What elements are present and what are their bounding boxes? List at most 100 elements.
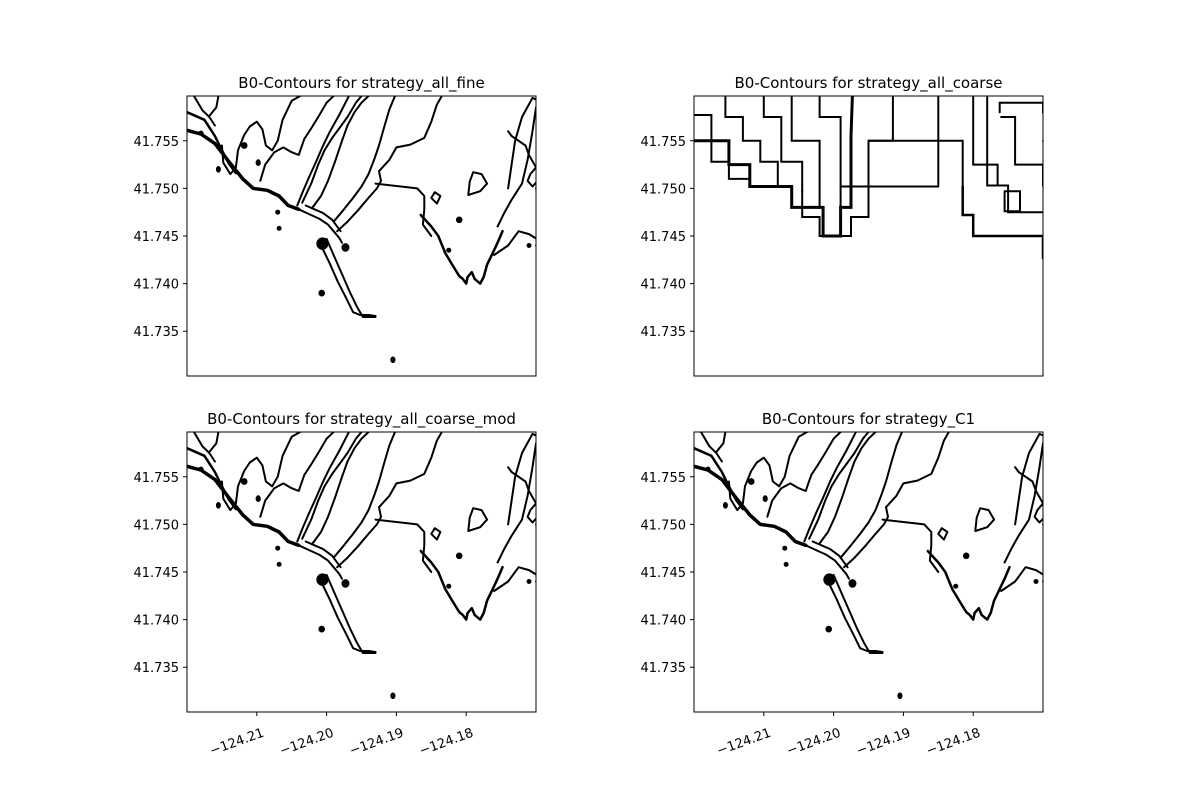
- contour-line: [220, 432, 302, 512]
- contour-line: [320, 580, 377, 653]
- contour-blob: [341, 579, 350, 588]
- contour-line: [208, 432, 220, 453]
- contour-line: [790, 96, 821, 209]
- contour-line: [801, 96, 894, 237]
- contour-blob: [762, 495, 768, 503]
- contour-line: [304, 540, 342, 569]
- contour-line: [867, 139, 964, 188]
- y-tick-label: 41.745: [641, 566, 687, 581]
- contour-line: [535, 580, 536, 583]
- contour-line: [998, 101, 1043, 114]
- contour-line: [535, 523, 536, 526]
- contour-line: [961, 185, 1043, 260]
- contour-line: [1042, 523, 1043, 526]
- y-tick-label: 41.740: [641, 614, 687, 629]
- contour-blob: [316, 573, 329, 586]
- panel-title: B0-Contours for strategy_all_coarse: [734, 74, 1002, 93]
- y-tick-label: 41.755: [134, 135, 180, 150]
- y-tick-label: 41.745: [134, 230, 180, 245]
- x-tick-label: −124.20: [785, 726, 843, 759]
- contour-line: [811, 540, 849, 569]
- y-tick-label: 41.740: [641, 278, 687, 293]
- contour-blob: [318, 289, 326, 297]
- contour-blob: [275, 209, 281, 215]
- y-tick-label: 41.735: [134, 325, 180, 340]
- contour-line: [419, 549, 504, 621]
- contour-blob: [318, 625, 326, 633]
- contour-line: [311, 432, 370, 545]
- y-tick-label: 41.755: [134, 471, 180, 486]
- contour-blob: [255, 159, 261, 167]
- contour-line: [296, 432, 350, 543]
- contour-line: [832, 573, 884, 654]
- contour-line: [535, 244, 536, 247]
- contour-line: [336, 432, 443, 569]
- y-tick-label: 41.735: [134, 661, 180, 676]
- contour-blob: [953, 583, 959, 589]
- contour-line: [1003, 190, 1021, 213]
- contour-line: [762, 96, 804, 193]
- contour-line: [374, 182, 433, 237]
- y-tick-label: 41.745: [134, 566, 180, 581]
- contour-line: [1042, 101, 1043, 114]
- y-tick-label: 41.735: [641, 661, 687, 676]
- contour-blob: [215, 165, 221, 173]
- contour-blob: [446, 247, 452, 253]
- contour-blob: [1033, 579, 1039, 585]
- contour-line: [507, 466, 536, 505]
- y-tick-label: 41.740: [134, 614, 180, 629]
- contour-line: [493, 566, 536, 592]
- contour-blob: [526, 243, 532, 249]
- contour-blob: [390, 692, 396, 700]
- contour-line: [700, 432, 723, 463]
- contour-line: [974, 507, 996, 532]
- contour-blob: [962, 552, 970, 560]
- contour-line: [694, 114, 730, 142]
- contour-lines: [187, 432, 536, 700]
- contour-line: [259, 96, 335, 182]
- contour-blob: [276, 225, 282, 231]
- contour-line: [715, 432, 727, 453]
- panel-strategy-all-coarse-mod: B0-Contours for strategy_all_coarse_mod …: [134, 410, 537, 759]
- contour-line: [804, 544, 850, 580]
- contour-blob: [390, 356, 396, 364]
- contour-blob: [316, 237, 329, 250]
- panel-title: B0-Contours for strategy_all_fine: [238, 74, 484, 93]
- y-tick-label: 41.740: [134, 278, 180, 293]
- contour-lines: [694, 96, 1043, 260]
- contour-line: [187, 464, 301, 548]
- contour-blob: [341, 243, 350, 252]
- contour-line: [507, 432, 536, 526]
- contour-blob: [897, 692, 903, 700]
- contour-line: [332, 96, 396, 223]
- contour-lines: [187, 96, 536, 364]
- y-tick-label: 41.745: [641, 230, 687, 245]
- y-tick-label: 41.750: [641, 518, 687, 533]
- contour-line: [296, 96, 350, 207]
- contour-line: [694, 464, 808, 548]
- contour-line: [937, 527, 949, 541]
- contour-blob: [455, 216, 463, 224]
- contour-line: [843, 432, 950, 569]
- contour-blob: [848, 579, 857, 588]
- x-tick-label: −124.19: [348, 726, 406, 759]
- panel-strategy-all-coarse: B0-Contours for strategy_all_coarse 41.7…: [641, 74, 1044, 377]
- y-tick-label: 41.755: [641, 135, 687, 150]
- panel-strategy-all-fine: B0-Contours for strategy_all_fine 41.735…: [134, 74, 537, 377]
- contour-line: [727, 432, 809, 512]
- contour-line: [808, 432, 870, 540]
- contour-blob: [240, 478, 248, 485]
- contour-line: [311, 96, 370, 209]
- contour-line: [304, 204, 342, 233]
- contour-line: [325, 237, 377, 318]
- y-tick-label: 41.750: [134, 518, 180, 533]
- contour-line: [297, 208, 343, 244]
- contour-blob: [782, 545, 788, 551]
- contour-blob: [255, 495, 261, 503]
- contour-line: [325, 573, 377, 654]
- contour-line: [301, 432, 363, 540]
- contour-line: [187, 110, 238, 175]
- contour-line: [187, 446, 238, 511]
- contour-blob: [276, 561, 282, 567]
- contour-blob: [705, 466, 711, 472]
